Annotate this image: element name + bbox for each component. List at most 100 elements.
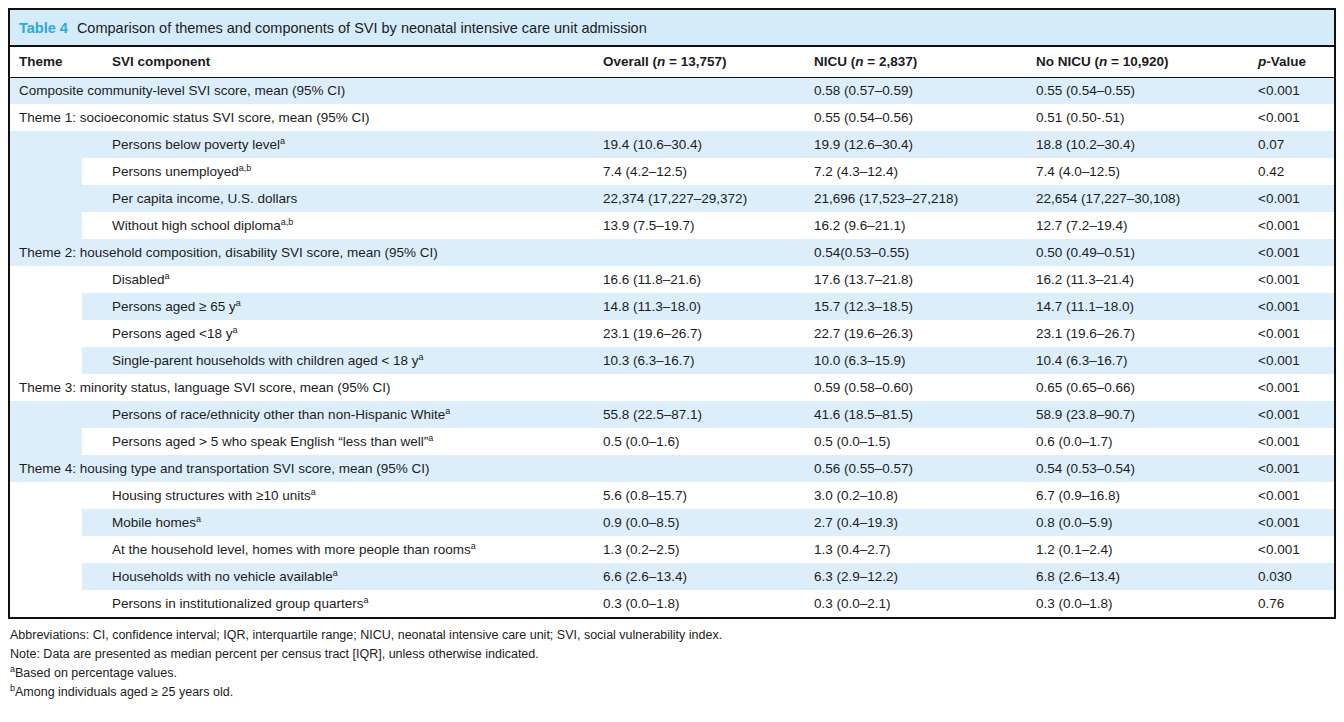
svi-comparison-table: Theme SVI component Overall (n = 13,757)…	[10, 47, 1334, 617]
table-row: Persons aged > 5 who speak English “less…	[10, 428, 1334, 455]
cell-overall	[595, 374, 806, 401]
column-header-svi-component: SVI component	[82, 47, 595, 77]
table-row: Persons unemployeda,b7.4 (4.2–12.5)7.2 (…	[10, 158, 1334, 185]
cell-no-nicu: 6.8 (2.6–13.4)	[1028, 563, 1250, 590]
theme-column-spacer	[10, 401, 82, 455]
column-header-p-value: p-Value	[1250, 47, 1334, 77]
cell-component-label: Persons below poverty levela	[82, 131, 595, 158]
cell-overall: 1.3 (0.2–2.5)	[595, 536, 806, 563]
cell-p-value: 0.07	[1250, 131, 1334, 158]
table4-panel: Table 4 Comparison of themes and compone…	[8, 8, 1336, 619]
cell-p-value: <0.001	[1250, 509, 1334, 536]
cell-component-label: Persons aged > 5 who speak English “less…	[82, 428, 595, 455]
table-row: Housing structures with ≥10 unitsa5.6 (0…	[10, 482, 1334, 509]
cell-nicu: 6.3 (2.9–12.2)	[806, 563, 1028, 590]
cell-no-nicu: 23.1 (19.6–26.7)	[1028, 320, 1250, 347]
cell-nicu: 0.54(0.53–0.55)	[806, 239, 1028, 266]
cell-component-label: Persons in institutionalized group quart…	[82, 590, 595, 617]
column-header-theme: Theme	[10, 47, 82, 77]
cell-p-value: <0.001	[1250, 428, 1334, 455]
cell-no-nicu: 0.65 (0.65–0.66)	[1028, 374, 1250, 401]
column-header-overall: Overall (n = 13,757)	[595, 47, 806, 77]
cell-overall	[595, 77, 806, 104]
cell-p-value: 0.030	[1250, 563, 1334, 590]
footnote-a: aBased on percentage values.	[10, 664, 1344, 683]
cell-component-label: Disableda	[82, 266, 595, 293]
cell-p-value: <0.001	[1250, 266, 1334, 293]
cell-nicu: 0.59 (0.58–0.60)	[806, 374, 1028, 401]
table-body: Composite community-level SVI score, mea…	[10, 77, 1334, 617]
footnote-note: Note: Data are presented as median perce…	[10, 645, 1344, 664]
footnote-b: bAmong individuals aged ≥ 25 years old.	[10, 683, 1344, 702]
cell-nicu: 15.7 (12.3–18.5)	[806, 293, 1028, 320]
cell-overall	[595, 104, 806, 131]
cell-nicu: 0.58 (0.57–0.59)	[806, 77, 1028, 104]
table-row: Persons of race/ethnicity other than non…	[10, 401, 1334, 428]
theme-column-spacer	[10, 482, 82, 617]
cell-overall: 0.5 (0.0–1.6)	[595, 428, 806, 455]
cell-component-label: Persons unemployeda,b	[82, 158, 595, 185]
footnotes: Abbreviations: CI, confidence interval; …	[10, 626, 1344, 702]
cell-component-label: Housing structures with ≥10 unitsa	[82, 482, 595, 509]
cell-p-value: <0.001	[1250, 293, 1334, 320]
cell-theme-label: Theme 4: housing type and transportation…	[10, 455, 595, 482]
table-row: Theme 2: household composition, disabili…	[10, 239, 1334, 266]
cell-p-value: <0.001	[1250, 455, 1334, 482]
cell-overall: 55.8 (22.5–87.1)	[595, 401, 806, 428]
cell-component-label: Mobile homesa	[82, 509, 595, 536]
cell-component-label: Persons aged <18 ya	[82, 320, 595, 347]
table-row: Disableda16.6 (11.8–21.6)17.6 (13.7–21.8…	[10, 266, 1334, 293]
cell-no-nicu: 7.4 (4.0–12.5)	[1028, 158, 1250, 185]
cell-nicu: 16.2 (9.6–21.1)	[806, 212, 1028, 239]
cell-component-label: Persons of race/ethnicity other than non…	[82, 401, 595, 428]
column-header-nicu: NICU (n = 2,837)	[806, 47, 1028, 77]
table-row: At the household level, homes with more …	[10, 536, 1334, 563]
cell-overall: 6.6 (2.6–13.4)	[595, 563, 806, 590]
cell-component-label: Households with no vehicle availablea	[82, 563, 595, 590]
cell-overall: 0.9 (0.0–8.5)	[595, 509, 806, 536]
cell-no-nicu: 0.55 (0.54–0.55)	[1028, 77, 1250, 104]
table-row: Theme 3: minority status, language SVI s…	[10, 374, 1334, 401]
cell-no-nicu: 0.6 (0.0–1.7)	[1028, 428, 1250, 455]
cell-p-value: <0.001	[1250, 185, 1334, 212]
theme-column-spacer	[10, 266, 82, 374]
table-row: Persons aged <18 ya 23.1 (19.6–26.7)22.7 …	[10, 320, 1334, 347]
table-row: Households with no vehicle availablea6.6…	[10, 563, 1334, 590]
cell-no-nicu: 58.9 (23.8–90.7)	[1028, 401, 1250, 428]
cell-p-value: <0.001	[1250, 401, 1334, 428]
cell-p-value: <0.001	[1250, 104, 1334, 131]
cell-no-nicu: 16.2 (11.3–21.4)	[1028, 266, 1250, 293]
table-row: Composite community-level SVI score, mea…	[10, 77, 1334, 104]
table-row: Persons in institutionalized group quart…	[10, 590, 1334, 617]
cell-no-nicu: 1.2 (0.1–2.4)	[1028, 536, 1250, 563]
table-row: Mobile homesa0.9 (0.0–8.5)2.7 (0.4–19.3)…	[10, 509, 1334, 536]
cell-nicu: 21,696 (17,523–27,218)	[806, 185, 1028, 212]
cell-no-nicu: 0.54 (0.53–0.54)	[1028, 455, 1250, 482]
table-row: Persons below poverty levela19.4 (10.6–3…	[10, 131, 1334, 158]
cell-nicu: 2.7 (0.4–19.3)	[806, 509, 1028, 536]
cell-nicu: 3.0 (0.2–10.8)	[806, 482, 1028, 509]
theme-column-spacer	[10, 131, 82, 239]
cell-nicu: 0.56 (0.55–0.57)	[806, 455, 1028, 482]
cell-nicu: 22.7 (19.6–26.3)	[806, 320, 1028, 347]
cell-no-nicu: 12.7 (7.2–19.4)	[1028, 212, 1250, 239]
cell-p-value: <0.001	[1250, 347, 1334, 374]
table-row: Single-parent households with children a…	[10, 347, 1334, 374]
cell-overall: 13.9 (7.5–19.7)	[595, 212, 806, 239]
cell-no-nicu: 6.7 (0.9–16.8)	[1028, 482, 1250, 509]
cell-p-value: 0.76	[1250, 590, 1334, 617]
cell-nicu: 0.55 (0.54–0.56)	[806, 104, 1028, 131]
cell-p-value: <0.001	[1250, 77, 1334, 104]
cell-no-nicu: 0.51 (0.50-.51)	[1028, 104, 1250, 131]
cell-overall: 14.8 (11.3–18.0)	[595, 293, 806, 320]
cell-theme-label: Theme 2: household composition, disabili…	[10, 239, 595, 266]
cell-nicu: 19.9 (12.6–30.4)	[806, 131, 1028, 158]
cell-component-label: Without high school diplomaa,b	[82, 212, 595, 239]
cell-nicu: 1.3 (0.4–2.7)	[806, 536, 1028, 563]
table-row: Per capita income, U.S. dollars22,374 (1…	[10, 185, 1334, 212]
cell-no-nicu: 0.50 (0.49–0.51)	[1028, 239, 1250, 266]
cell-overall: 5.6 (0.8–15.7)	[595, 482, 806, 509]
cell-p-value: <0.001	[1250, 320, 1334, 347]
cell-no-nicu: 0.8 (0.0–5.9)	[1028, 509, 1250, 536]
table-row: Persons aged ≥ 65 ya14.8 (11.3–18.0)15.7…	[10, 293, 1334, 320]
